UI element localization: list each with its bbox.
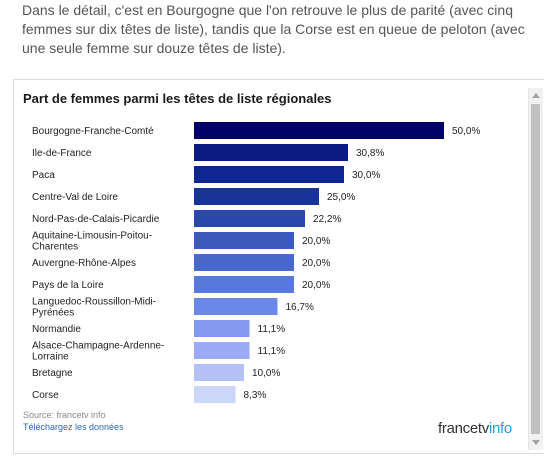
bar[interactable] xyxy=(194,232,294,249)
bar[interactable] xyxy=(194,276,294,293)
value-label: 22,2% xyxy=(313,214,341,225)
bar[interactable] xyxy=(194,342,250,359)
francetvinfo-logo: francetvinfo xyxy=(438,420,512,437)
value-label: 20,0% xyxy=(302,236,330,247)
value-label: 50,0% xyxy=(452,126,480,137)
category-label: Corse xyxy=(32,390,59,401)
bar[interactable] xyxy=(194,166,344,183)
scrollbar[interactable] xyxy=(528,88,543,450)
value-label: 20,0% xyxy=(302,280,330,291)
bar[interactable] xyxy=(194,188,319,205)
chart-source: Source: francetv info xyxy=(23,410,106,420)
value-label: 20,0% xyxy=(302,258,330,269)
bar-chart: Bourgogne-Franche-Comté 50,0% Ile-de-Franc… xyxy=(32,122,480,403)
category-label: Centre-Val de Loire xyxy=(32,192,118,203)
category-label: Auvergne-Rhône-Alpes xyxy=(32,258,136,269)
value-label: 11,1% xyxy=(258,346,286,357)
scroll-up-arrow-icon[interactable] xyxy=(532,93,540,98)
value-label: 25,0% xyxy=(327,192,355,203)
category-label: Ile-de-France xyxy=(32,148,92,159)
bar[interactable] xyxy=(194,122,444,139)
category-label: Paca xyxy=(32,170,55,181)
scroll-down-arrow-icon[interactable] xyxy=(532,440,540,445)
value-label: 11,1% xyxy=(258,324,286,335)
bar[interactable] xyxy=(194,320,250,337)
category-label: Nord-Pas-de-Calais-Picardie xyxy=(32,214,160,225)
chart-frame: Part de femmes parmi les têtes de liste … xyxy=(13,79,544,454)
value-label: 30,8% xyxy=(356,148,384,159)
category-label: Bourgogne-Franche-Comté xyxy=(32,126,154,137)
scrollbar-thumb[interactable] xyxy=(531,104,540,434)
bar[interactable] xyxy=(194,298,278,315)
category-label: Alsace-Champagne-Ardenne-Lorraine xyxy=(32,341,164,363)
download-data-link[interactable]: Téléchargez les données xyxy=(23,422,124,432)
category-label: Pays de la Loire xyxy=(32,280,104,291)
category-label: Aquitaine-Limousin-Poitou-Charentes xyxy=(32,231,152,253)
value-label: 16,7% xyxy=(286,302,314,313)
value-label: 10,0% xyxy=(252,368,280,379)
bar[interactable] xyxy=(194,254,294,271)
chart-title: Part de femmes parmi les têtes de liste … xyxy=(23,91,332,106)
bar[interactable] xyxy=(194,364,244,381)
category-label: Bretagne xyxy=(32,368,73,379)
category-label: Normandie xyxy=(32,324,81,335)
value-label: 30,0% xyxy=(352,170,380,181)
category-label: Languedoc-Roussillon-Midi-Pyrénées xyxy=(32,297,156,319)
bar[interactable] xyxy=(194,210,305,227)
bar[interactable] xyxy=(194,144,348,161)
article-intro: Dans le détail, c'est en Bourgogne que l… xyxy=(22,2,525,56)
value-label: 8,3% xyxy=(244,390,267,401)
bar[interactable] xyxy=(194,386,236,403)
